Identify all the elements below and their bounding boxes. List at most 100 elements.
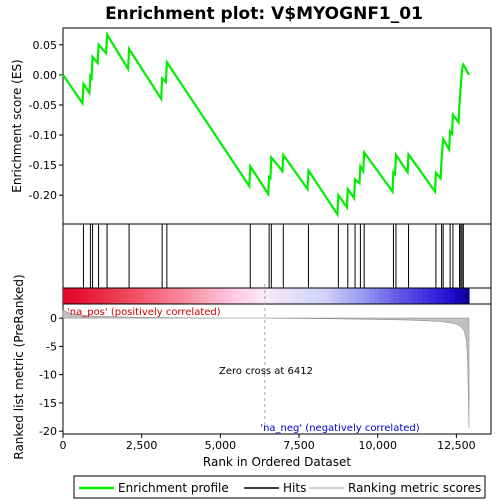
color-bar-segment xyxy=(237,288,243,304)
hits-frame xyxy=(62,223,492,289)
color-bar-segment xyxy=(421,288,428,304)
color-bar-segment xyxy=(100,288,107,304)
color-bar-segment xyxy=(341,288,347,304)
color-bar-segment xyxy=(185,288,192,304)
color-bar-segment xyxy=(162,288,168,304)
color-bar-segment xyxy=(105,288,111,304)
color-bar-segment xyxy=(384,288,390,304)
metric-y-tick-label: -5 xyxy=(46,340,57,353)
color-bar-segment xyxy=(72,288,78,304)
color-bar-segment xyxy=(181,288,187,304)
color-bar-segment xyxy=(251,288,258,304)
color-bar-segment xyxy=(313,288,319,304)
color-bar-segment xyxy=(171,288,177,304)
hits-panel xyxy=(62,223,492,289)
rank-color-bar xyxy=(62,287,492,305)
legend-frame xyxy=(73,475,486,499)
pos-label: 'na_pos' (positively correlated) xyxy=(67,307,221,318)
hit-marks xyxy=(82,224,464,288)
color-bar-segment xyxy=(374,288,380,304)
x-axis-label: Rank in Ordered Dataset xyxy=(203,455,351,469)
color-bar-segment xyxy=(242,288,248,304)
color-bar-segment xyxy=(332,288,338,304)
color-bar-segment xyxy=(402,288,409,304)
x-axis: 0 2,500 5,000 7,500 10,000 12,500 xyxy=(60,434,476,452)
color-bar-segment xyxy=(190,288,196,304)
color-bar-segment xyxy=(299,288,305,304)
color-bar-segment xyxy=(407,288,413,304)
color-bar-segment xyxy=(303,288,310,304)
color-bar-segment xyxy=(412,288,418,304)
zero-cross-label: Zero cross at 6412 xyxy=(219,366,313,377)
color-bar-segments xyxy=(63,288,470,304)
es-panel: 0.05 0.00 -0.05 -0.10 -0.15 -0.20 Enrichment … xyxy=(10,27,492,225)
color-bar-segment xyxy=(464,288,470,304)
color-bar-segment xyxy=(350,288,357,304)
color-bar-segment xyxy=(270,288,277,304)
color-bar-segment xyxy=(388,288,395,304)
color-bar-segment xyxy=(214,288,220,304)
enrichment-profile-line xyxy=(62,31,470,218)
color-bar-segment xyxy=(110,288,116,304)
color-bar-segment xyxy=(294,288,300,304)
color-bar-segment xyxy=(450,288,456,304)
metric-axis-label: Ranked list metric (PreRanked) xyxy=(12,274,26,459)
color-bar-segment xyxy=(91,288,97,304)
color-bar-segment xyxy=(355,288,361,304)
color-bar-segment xyxy=(280,288,286,304)
color-bar-segment xyxy=(322,288,328,304)
color-bar-segment xyxy=(256,288,262,304)
ranking-metric-area xyxy=(62,309,470,429)
legend-hits-label: Hits xyxy=(283,481,306,495)
color-bar-segment xyxy=(138,288,144,304)
color-bar-segment xyxy=(459,288,465,304)
color-bar-segment xyxy=(157,288,163,304)
es-y-tick-label: -0.20 xyxy=(29,189,57,202)
x-tick-label: 5,000 xyxy=(205,439,237,452)
metric-panel: 0 -5 -10 -15 -20 0 2,500 5,000 7,500 10,000 12,50… xyxy=(12,274,492,469)
x-tick-label: 7,500 xyxy=(283,439,315,452)
color-bar-segment xyxy=(275,288,281,304)
metric-y-tick-label: -10 xyxy=(39,369,57,382)
x-tick-label: 12,500 xyxy=(437,439,476,452)
color-bar-segment xyxy=(129,288,135,304)
color-bar-segment xyxy=(67,288,74,304)
chart-title: Enrichment plot: V$MYOGNF1_01 xyxy=(105,4,423,24)
color-bar-segment xyxy=(360,288,366,304)
color-bar-segment xyxy=(77,288,83,304)
color-bar-segment xyxy=(119,288,125,304)
color-bar-segment xyxy=(176,288,182,304)
color-bar-segment xyxy=(265,288,272,304)
x-tick-label: 10,000 xyxy=(358,439,397,452)
color-bar-segment xyxy=(336,288,343,304)
color-bar-segment xyxy=(317,288,324,304)
metric-y-tick-label: -20 xyxy=(39,425,57,438)
metric-y-tick-label: -15 xyxy=(39,397,57,410)
color-bar-segment xyxy=(204,288,210,304)
color-bar-segment xyxy=(232,288,239,304)
color-bar-segment xyxy=(166,288,173,304)
color-bar-segment xyxy=(96,288,102,304)
color-bar-segment xyxy=(81,288,88,304)
color-bar-segment xyxy=(114,288,121,304)
color-bar-segment xyxy=(228,288,234,304)
x-tick-label: 0 xyxy=(60,439,67,452)
color-bar-segment xyxy=(147,288,154,304)
color-bar-segment xyxy=(247,288,253,304)
es-y-tick-label: -0.05 xyxy=(29,99,57,112)
color-bar-segment xyxy=(369,288,376,304)
color-bar-segment xyxy=(445,288,451,304)
color-bar-segment xyxy=(199,288,206,304)
legend: Enrichment profile Hits Ranking metric s… xyxy=(73,475,486,499)
metric-y-tick-label: 0 xyxy=(50,312,57,325)
color-bar-segment xyxy=(327,288,333,304)
color-bar-segment xyxy=(223,288,229,304)
color-bar-segment xyxy=(379,288,385,304)
color-bar-segment xyxy=(218,288,225,304)
color-bar-segment xyxy=(195,288,201,304)
color-bar-segment xyxy=(431,288,437,304)
color-bar-segment xyxy=(398,288,404,304)
color-bar-segment xyxy=(143,288,149,304)
color-bar-segment xyxy=(346,288,352,304)
